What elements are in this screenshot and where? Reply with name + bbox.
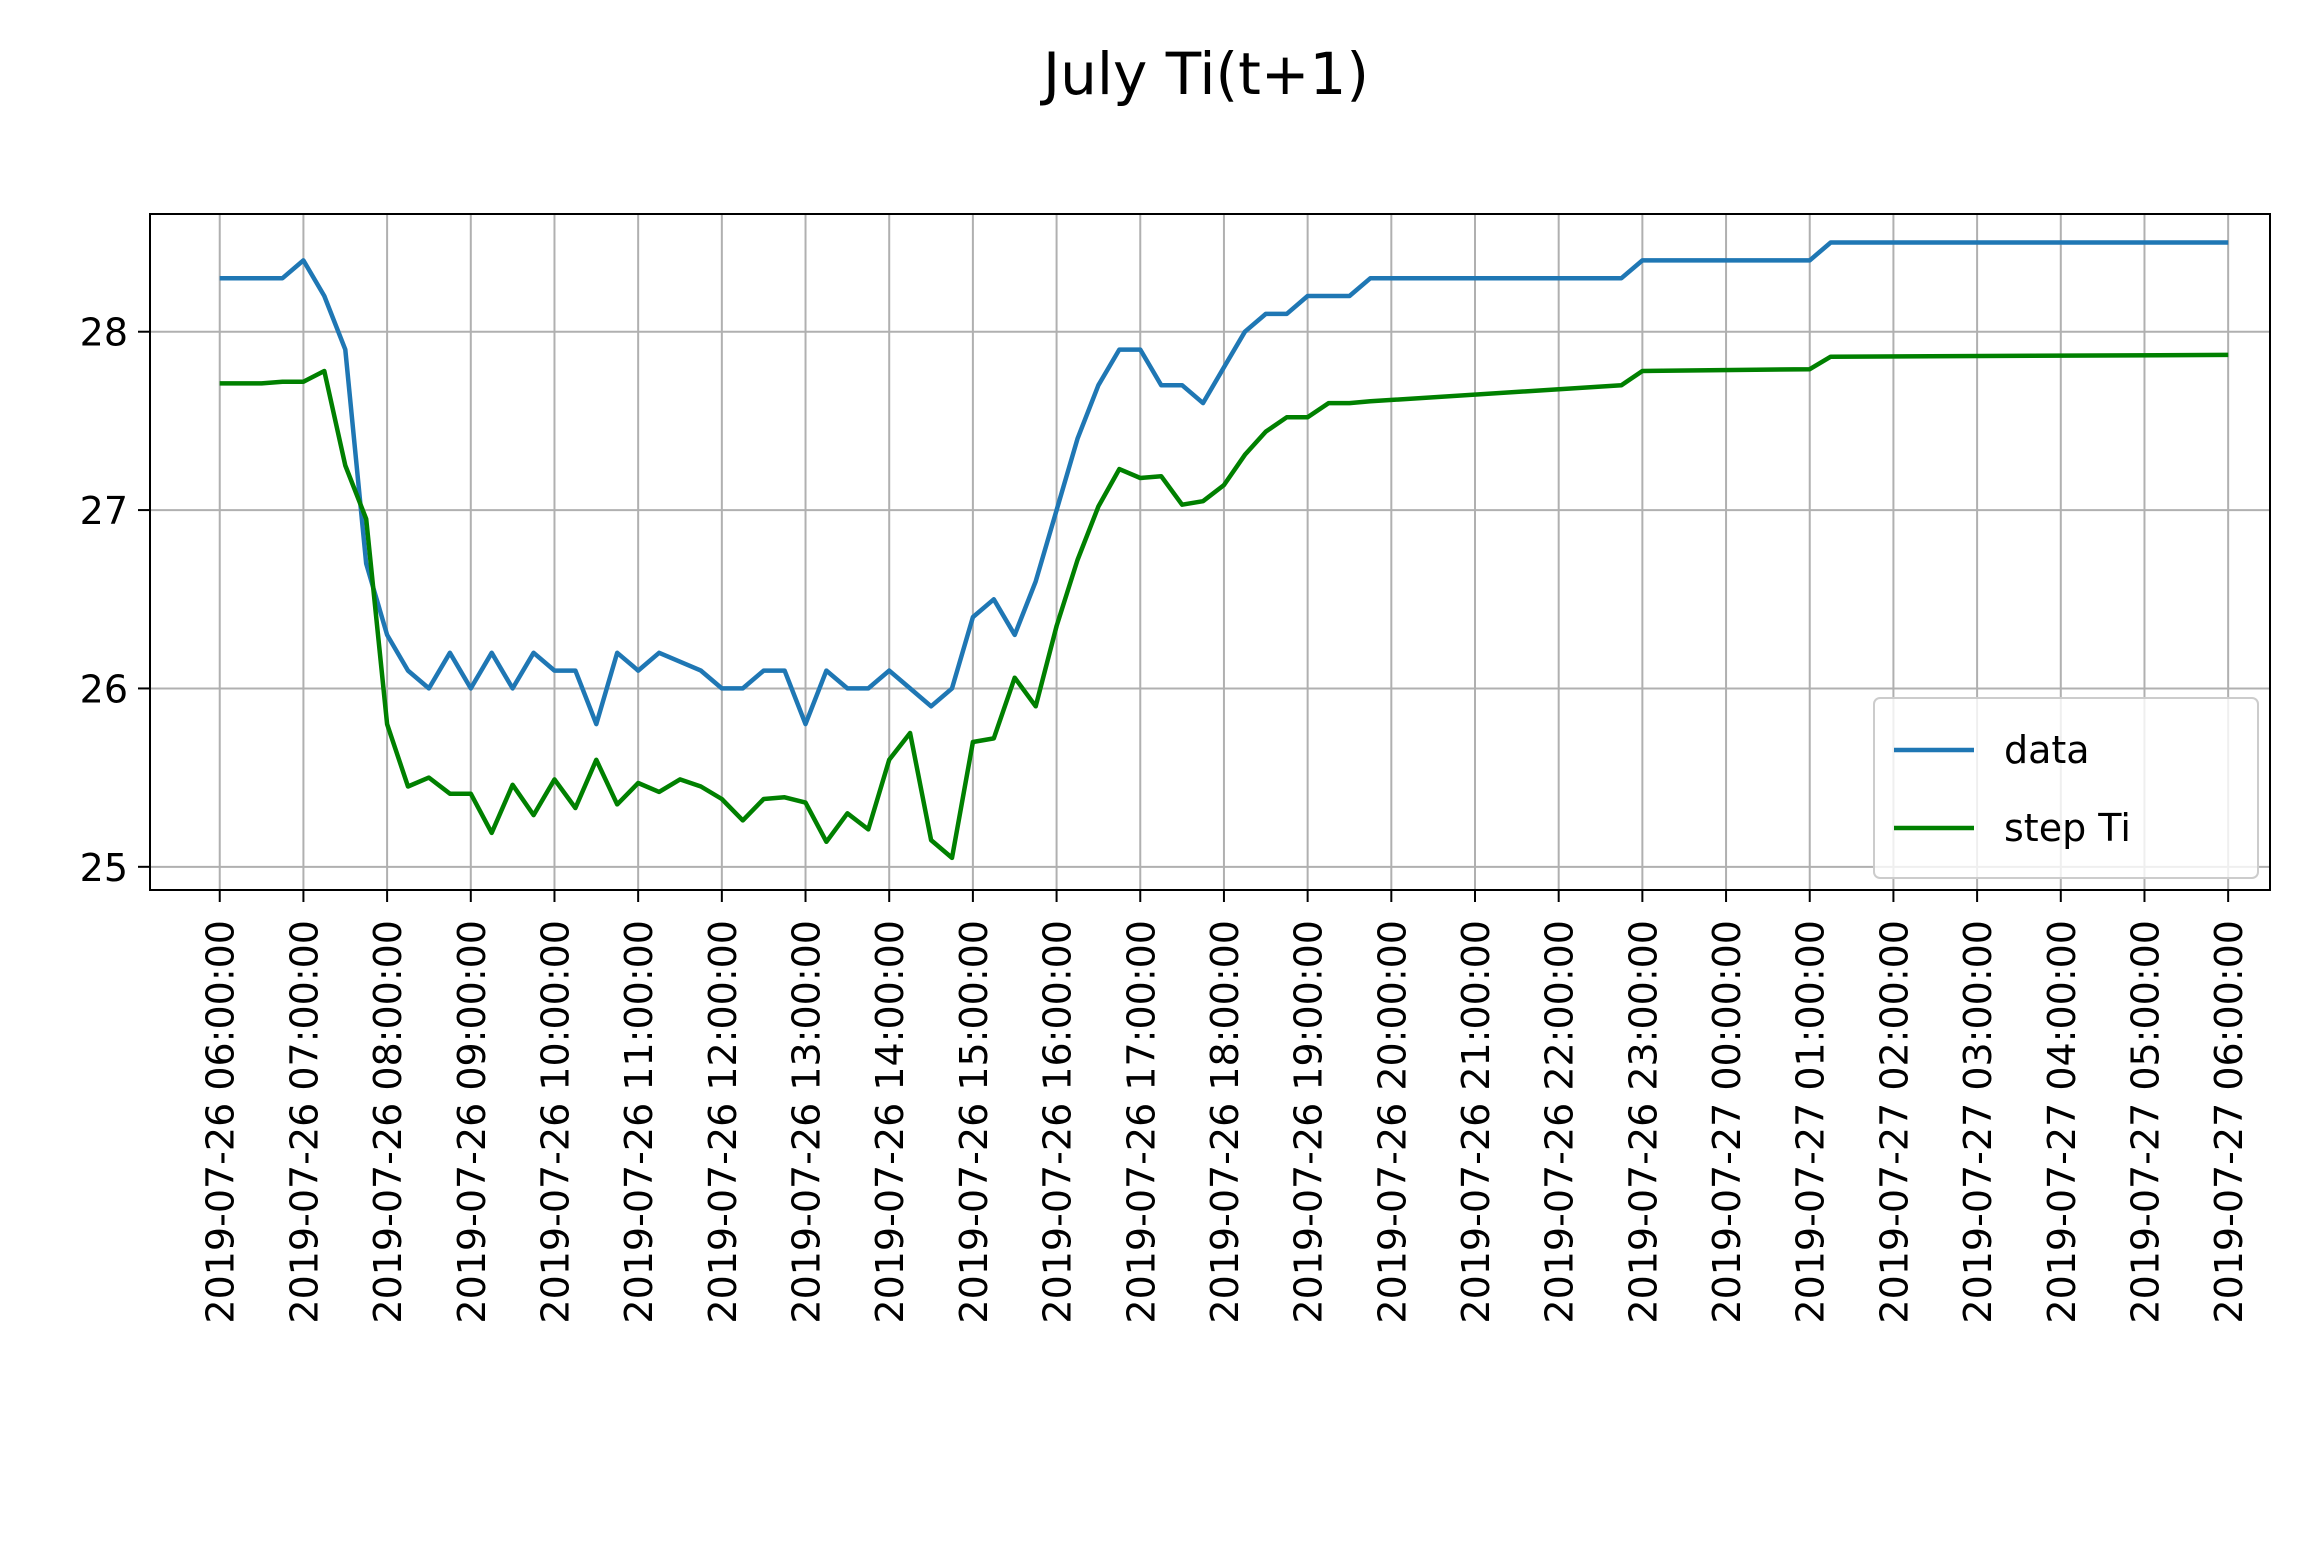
y-tick-label: 28 [80, 311, 128, 355]
y-tick-label: 26 [80, 667, 128, 711]
plot-area-frame [149, 213, 2271, 891]
x-tick-label: 2019-07-26 14:00:00 [868, 920, 912, 1324]
x-tick-label: 2019-07-26 15:00:00 [952, 920, 996, 1324]
x-tick-label: 2019-07-26 18:00:00 [1203, 920, 1247, 1324]
x-tick-label: 2019-07-26 23:00:00 [1621, 920, 1665, 1324]
x-tick-label: 2019-07-27 02:00:00 [1872, 920, 1916, 1324]
legend-frame [1873, 697, 2259, 879]
x-tick-label: 2019-07-27 06:00:00 [2207, 920, 2251, 1324]
series-line-step-ti [219, 352, 2229, 861]
y-tick-label: 25 [80, 846, 128, 890]
x-tick-label: 2019-07-27 05:00:00 [2123, 920, 2167, 1324]
x-tick-label: 2019-07-26 08:00:00 [366, 920, 410, 1324]
x-tick-label: 2019-07-26 19:00:00 [1287, 920, 1331, 1324]
x-tick-label: 2019-07-27 00:00:00 [1705, 920, 1749, 1324]
x-tick-label: 2019-07-26 20:00:00 [1370, 920, 1414, 1324]
y-axis: 25 26 27 28 [80, 311, 150, 890]
x-tick-label: 2019-07-26 16:00:00 [1036, 920, 1080, 1324]
series-line-data [219, 240, 2229, 727]
chart-title: July Ti(t+1) [1040, 40, 1369, 108]
x-tick-label: 2019-07-26 12:00:00 [701, 920, 745, 1324]
y-tick-label: 27 [80, 489, 128, 533]
series-lines [219, 240, 2229, 861]
x-axis: 2019-07-26 06:00:00 2019-07-26 07:00:00 20… [199, 890, 2251, 1324]
x-tick-label: 2019-07-26 07:00:00 [282, 920, 326, 1324]
legend: data step Ti [1873, 697, 2259, 879]
x-tick-label: 2019-07-26 06:00:00 [199, 920, 243, 1324]
x-tick-label: 2019-07-26 09:00:00 [450, 920, 494, 1324]
legend-label: step Ti [2004, 806, 2131, 850]
legend-label: data [2004, 728, 2090, 772]
x-tick-label: 2019-07-27 01:00:00 [1789, 920, 1833, 1324]
x-tick-label: 2019-07-26 11:00:00 [617, 920, 661, 1324]
x-tick-label: 2019-07-26 22:00:00 [1538, 920, 1582, 1324]
x-tick-label: 2019-07-26 10:00:00 [533, 920, 577, 1324]
x-tick-label: 2019-07-26 21:00:00 [1454, 920, 1498, 1324]
x-tick-label: 2019-07-26 17:00:00 [1119, 920, 1163, 1324]
x-tick-label: 2019-07-27 03:00:00 [1956, 920, 2000, 1324]
x-tick-label: 2019-07-27 04:00:00 [2040, 920, 2084, 1324]
x-tick-label: 2019-07-26 13:00:00 [785, 920, 829, 1324]
